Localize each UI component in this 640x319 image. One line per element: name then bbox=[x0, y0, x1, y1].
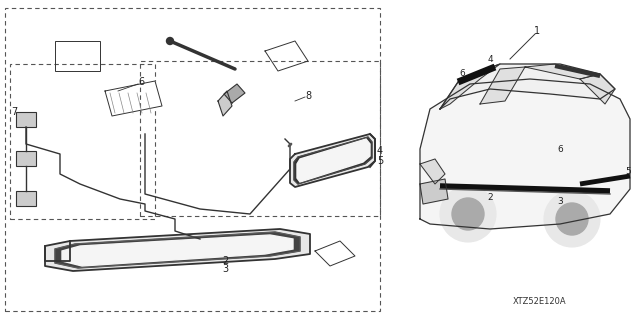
Polygon shape bbox=[218, 91, 232, 116]
Polygon shape bbox=[440, 64, 615, 109]
Text: 2: 2 bbox=[487, 192, 493, 202]
Text: 4: 4 bbox=[487, 55, 493, 63]
Bar bbox=[5, 8, 380, 311]
Polygon shape bbox=[55, 232, 300, 268]
Text: 6: 6 bbox=[459, 70, 465, 78]
Circle shape bbox=[452, 198, 484, 230]
Polygon shape bbox=[45, 229, 310, 271]
Text: 7: 7 bbox=[11, 107, 17, 117]
Polygon shape bbox=[420, 179, 448, 204]
Text: 8: 8 bbox=[305, 91, 311, 101]
Bar bbox=[16, 191, 36, 206]
Polygon shape bbox=[62, 235, 293, 266]
Text: 1: 1 bbox=[534, 26, 540, 36]
Circle shape bbox=[556, 203, 588, 235]
Polygon shape bbox=[105, 81, 162, 116]
Bar bbox=[10, 64, 155, 219]
Bar bbox=[140, 61, 380, 216]
Polygon shape bbox=[525, 64, 600, 79]
Polygon shape bbox=[294, 137, 372, 184]
Polygon shape bbox=[224, 84, 245, 103]
Text: 3: 3 bbox=[222, 264, 228, 274]
Polygon shape bbox=[480, 67, 525, 104]
Bar bbox=[16, 112, 36, 127]
Text: 6: 6 bbox=[138, 77, 144, 87]
Polygon shape bbox=[297, 139, 370, 182]
Polygon shape bbox=[580, 74, 615, 104]
Polygon shape bbox=[440, 64, 500, 109]
Text: 5: 5 bbox=[377, 156, 383, 166]
Circle shape bbox=[544, 191, 600, 247]
Text: 4: 4 bbox=[377, 146, 383, 156]
Bar bbox=[16, 151, 36, 166]
Text: 3: 3 bbox=[557, 197, 563, 205]
Text: 5: 5 bbox=[625, 167, 631, 175]
Polygon shape bbox=[420, 159, 445, 184]
Circle shape bbox=[440, 186, 496, 242]
Circle shape bbox=[166, 38, 173, 44]
Bar bbox=[55, 41, 100, 71]
Text: 2: 2 bbox=[222, 256, 228, 266]
Polygon shape bbox=[290, 134, 375, 187]
Polygon shape bbox=[420, 79, 630, 229]
Text: 6: 6 bbox=[557, 145, 563, 153]
Text: XTZ52E120A: XTZ52E120A bbox=[513, 296, 567, 306]
